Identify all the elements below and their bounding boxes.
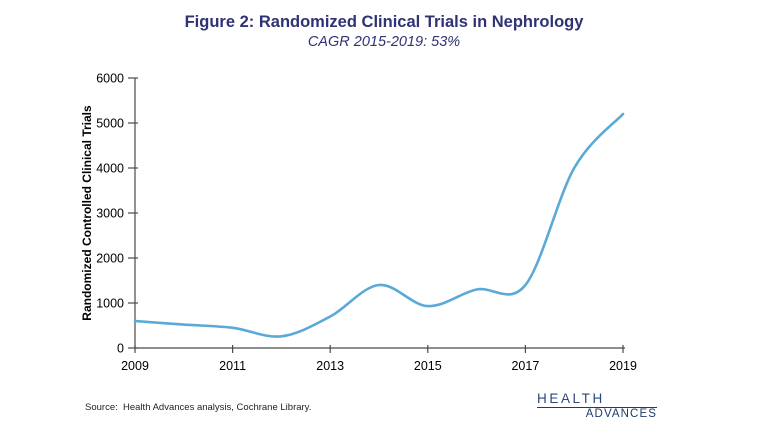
y-tick-label: 1000: [96, 297, 124, 311]
x-tick-label: 2009: [121, 359, 149, 373]
figure-title: Figure 2: Randomized Clinical Trials in …: [184, 13, 584, 31]
y-tick-label: 3000: [96, 207, 124, 221]
x-tick-label: 2011: [219, 359, 246, 373]
x-tick-label: 2013: [316, 359, 344, 373]
y-tick-label: 6000: [96, 72, 124, 86]
logo-divider-line: [537, 406, 657, 408]
y-tick-label: 2000: [96, 252, 124, 266]
x-tick-label: 2015: [414, 359, 442, 373]
y-tick-label: 4000: [96, 162, 124, 176]
x-tick-label: 2019: [609, 359, 637, 373]
figure-subtitle: CAGR 2015-2019: 53%: [307, 34, 461, 50]
source-note: Source: Health Advances analysis, Cochra…: [85, 402, 312, 413]
y-tick-label: 5000: [96, 117, 124, 131]
logo-advances-text: ADVANCES: [585, 407, 657, 420]
x-tick-label: 2017: [511, 359, 539, 373]
logo-health-text: HEALTH: [537, 391, 605, 406]
trend-line: [133, 112, 625, 338]
health-advances-logo: HEALTH ADVANCES: [537, 391, 657, 422]
y-tick-label: 0: [117, 342, 124, 356]
